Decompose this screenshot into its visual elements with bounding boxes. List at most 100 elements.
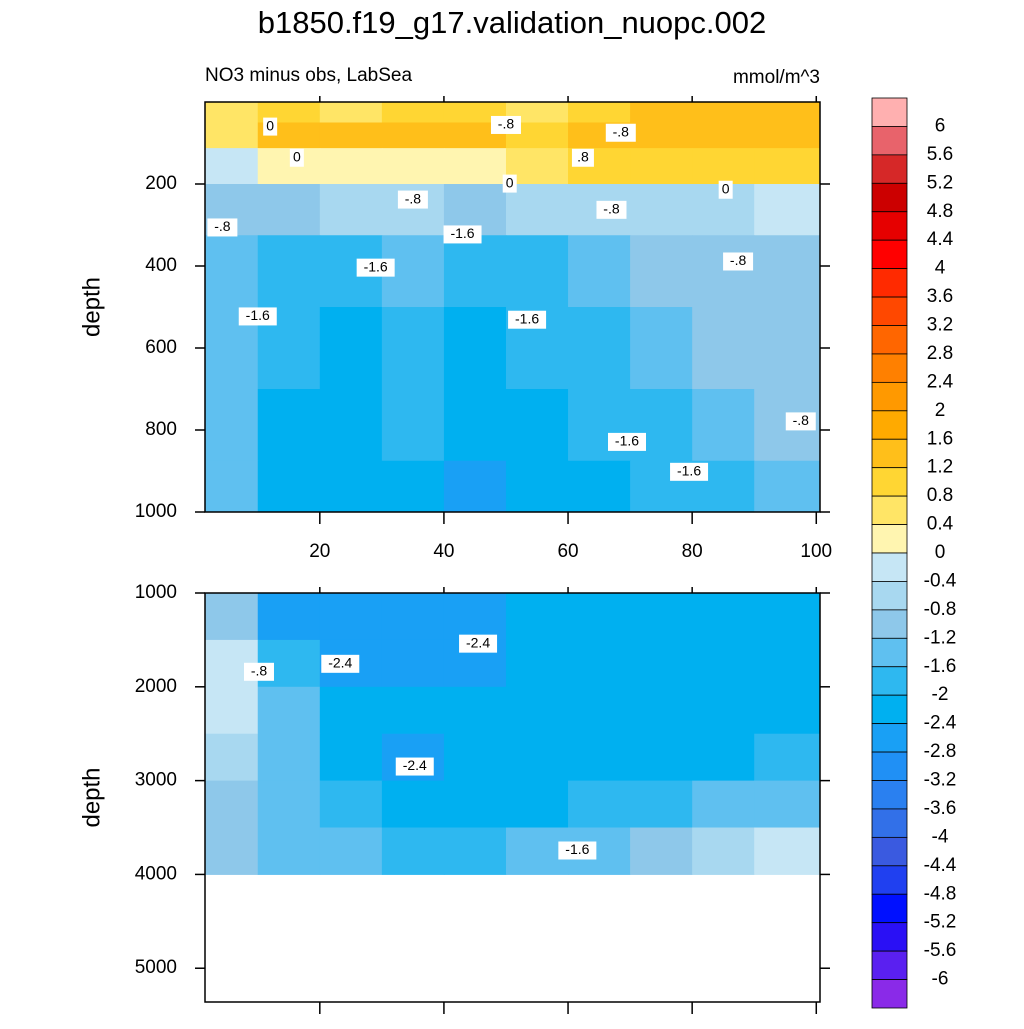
contour-label-bg [558,841,597,860]
contour-label: .8 [577,148,589,164]
contour-cell [568,460,631,513]
colorbar-box [871,780,908,810]
colorbar-box [871,751,908,781]
colorbar-label: -4.8 [924,883,957,904]
x-tick-label: 40 [433,541,454,562]
contour-cell [381,389,445,462]
contour-label-bg [490,115,521,134]
contour-cell [205,686,259,735]
contour-cell [630,102,693,123]
contour-cell [257,235,321,308]
contour-label: 0 [506,174,514,190]
contour-label: -.8 [793,412,810,428]
colorbar-label: -3.2 [924,770,957,791]
contour-label-bg [356,258,395,277]
contour-cell [630,307,693,390]
contour-cell [692,733,755,782]
colorbar-box [871,381,908,412]
contour-cell [692,102,755,123]
contour-cell [319,148,383,185]
colorbar-box [871,836,908,867]
contour-label: 0 [266,117,274,133]
colorbar-label: 1.6 [927,428,953,449]
colorbar-label: 2.4 [927,371,954,392]
contour-cell [205,102,259,123]
contour-cell [754,780,821,829]
contour-cell [630,593,693,641]
contour-label-bg [263,117,278,136]
colorbar-label: 1.2 [927,457,953,478]
contour-cell [568,593,631,641]
contour-cell [443,460,507,513]
contour-cell [205,460,259,513]
contour-label-bg [207,218,238,237]
contour-cell [692,639,755,688]
contour-cell [319,122,383,149]
colorbar-box [871,723,908,753]
contour-cell [630,639,693,688]
colorbar-box [871,353,908,383]
contour-cell [319,460,383,513]
colorbar-label: 4.4 [927,229,954,250]
contour-cell [692,122,755,149]
contour-cell [754,686,821,735]
contour-cell [381,460,445,513]
colorbar-label: 0.4 [927,514,954,535]
contour-cell [443,780,507,829]
colorbar-label: 4.8 [927,201,953,222]
contour-cell [505,235,569,308]
contour-label-bg [502,174,517,193]
colorbar-box [871,694,908,725]
plot-frame [204,592,821,1003]
contour-label-bg [670,462,709,481]
contour-cell [381,102,445,123]
contour-label: -1.6 [615,433,639,449]
contour-cell [630,235,693,308]
contour-label: -.8 [214,218,231,234]
contour-cell [205,148,259,185]
contour-label: -.8 [405,190,422,206]
contour-cell [630,686,693,735]
contour-cell [692,686,755,735]
colorbar-label: -5.2 [924,912,957,933]
colorbar-box [871,268,908,298]
contour-cell [505,593,569,641]
y-axis-label: depth [78,767,105,827]
contour-label: -1.6 [450,225,474,241]
contour-cell [381,639,445,688]
contour-cell [381,148,445,185]
contour-cell [754,460,821,513]
contour-cell [319,686,383,735]
contour-cell [443,593,507,641]
contour-label-bg [395,757,434,776]
contour-cell [568,686,631,735]
contour-cell [754,593,821,641]
contour-label-bg [397,190,428,209]
contour-cell [505,460,569,513]
contour-cell [443,235,507,308]
contour-cell [505,733,569,782]
contour-label-bg [459,634,498,653]
colorbar-label: 0 [935,542,946,563]
contour-label: -1.6 [677,463,701,479]
contour-label-bg [718,180,733,199]
colorbar-box [871,495,908,525]
contour-cell [505,102,569,123]
contour-cell [630,780,693,829]
contour-cell [754,827,821,875]
contour-cell [692,827,755,875]
contour-label: -2.4 [403,757,427,773]
colorbar-box [871,524,908,554]
contour-cell [319,102,383,123]
contour-cell [754,235,821,308]
colorbar-label: -0.4 [924,570,957,591]
contour-cell [257,686,321,735]
contour-cell [754,184,821,236]
y-tick-label: 800 [145,419,177,440]
colorbar-box [871,182,908,213]
colorbar-box [871,922,908,952]
contour-cell [568,307,631,390]
colorbar-box [871,609,908,639]
contour-cell [381,593,445,641]
contour-cell [381,122,445,149]
